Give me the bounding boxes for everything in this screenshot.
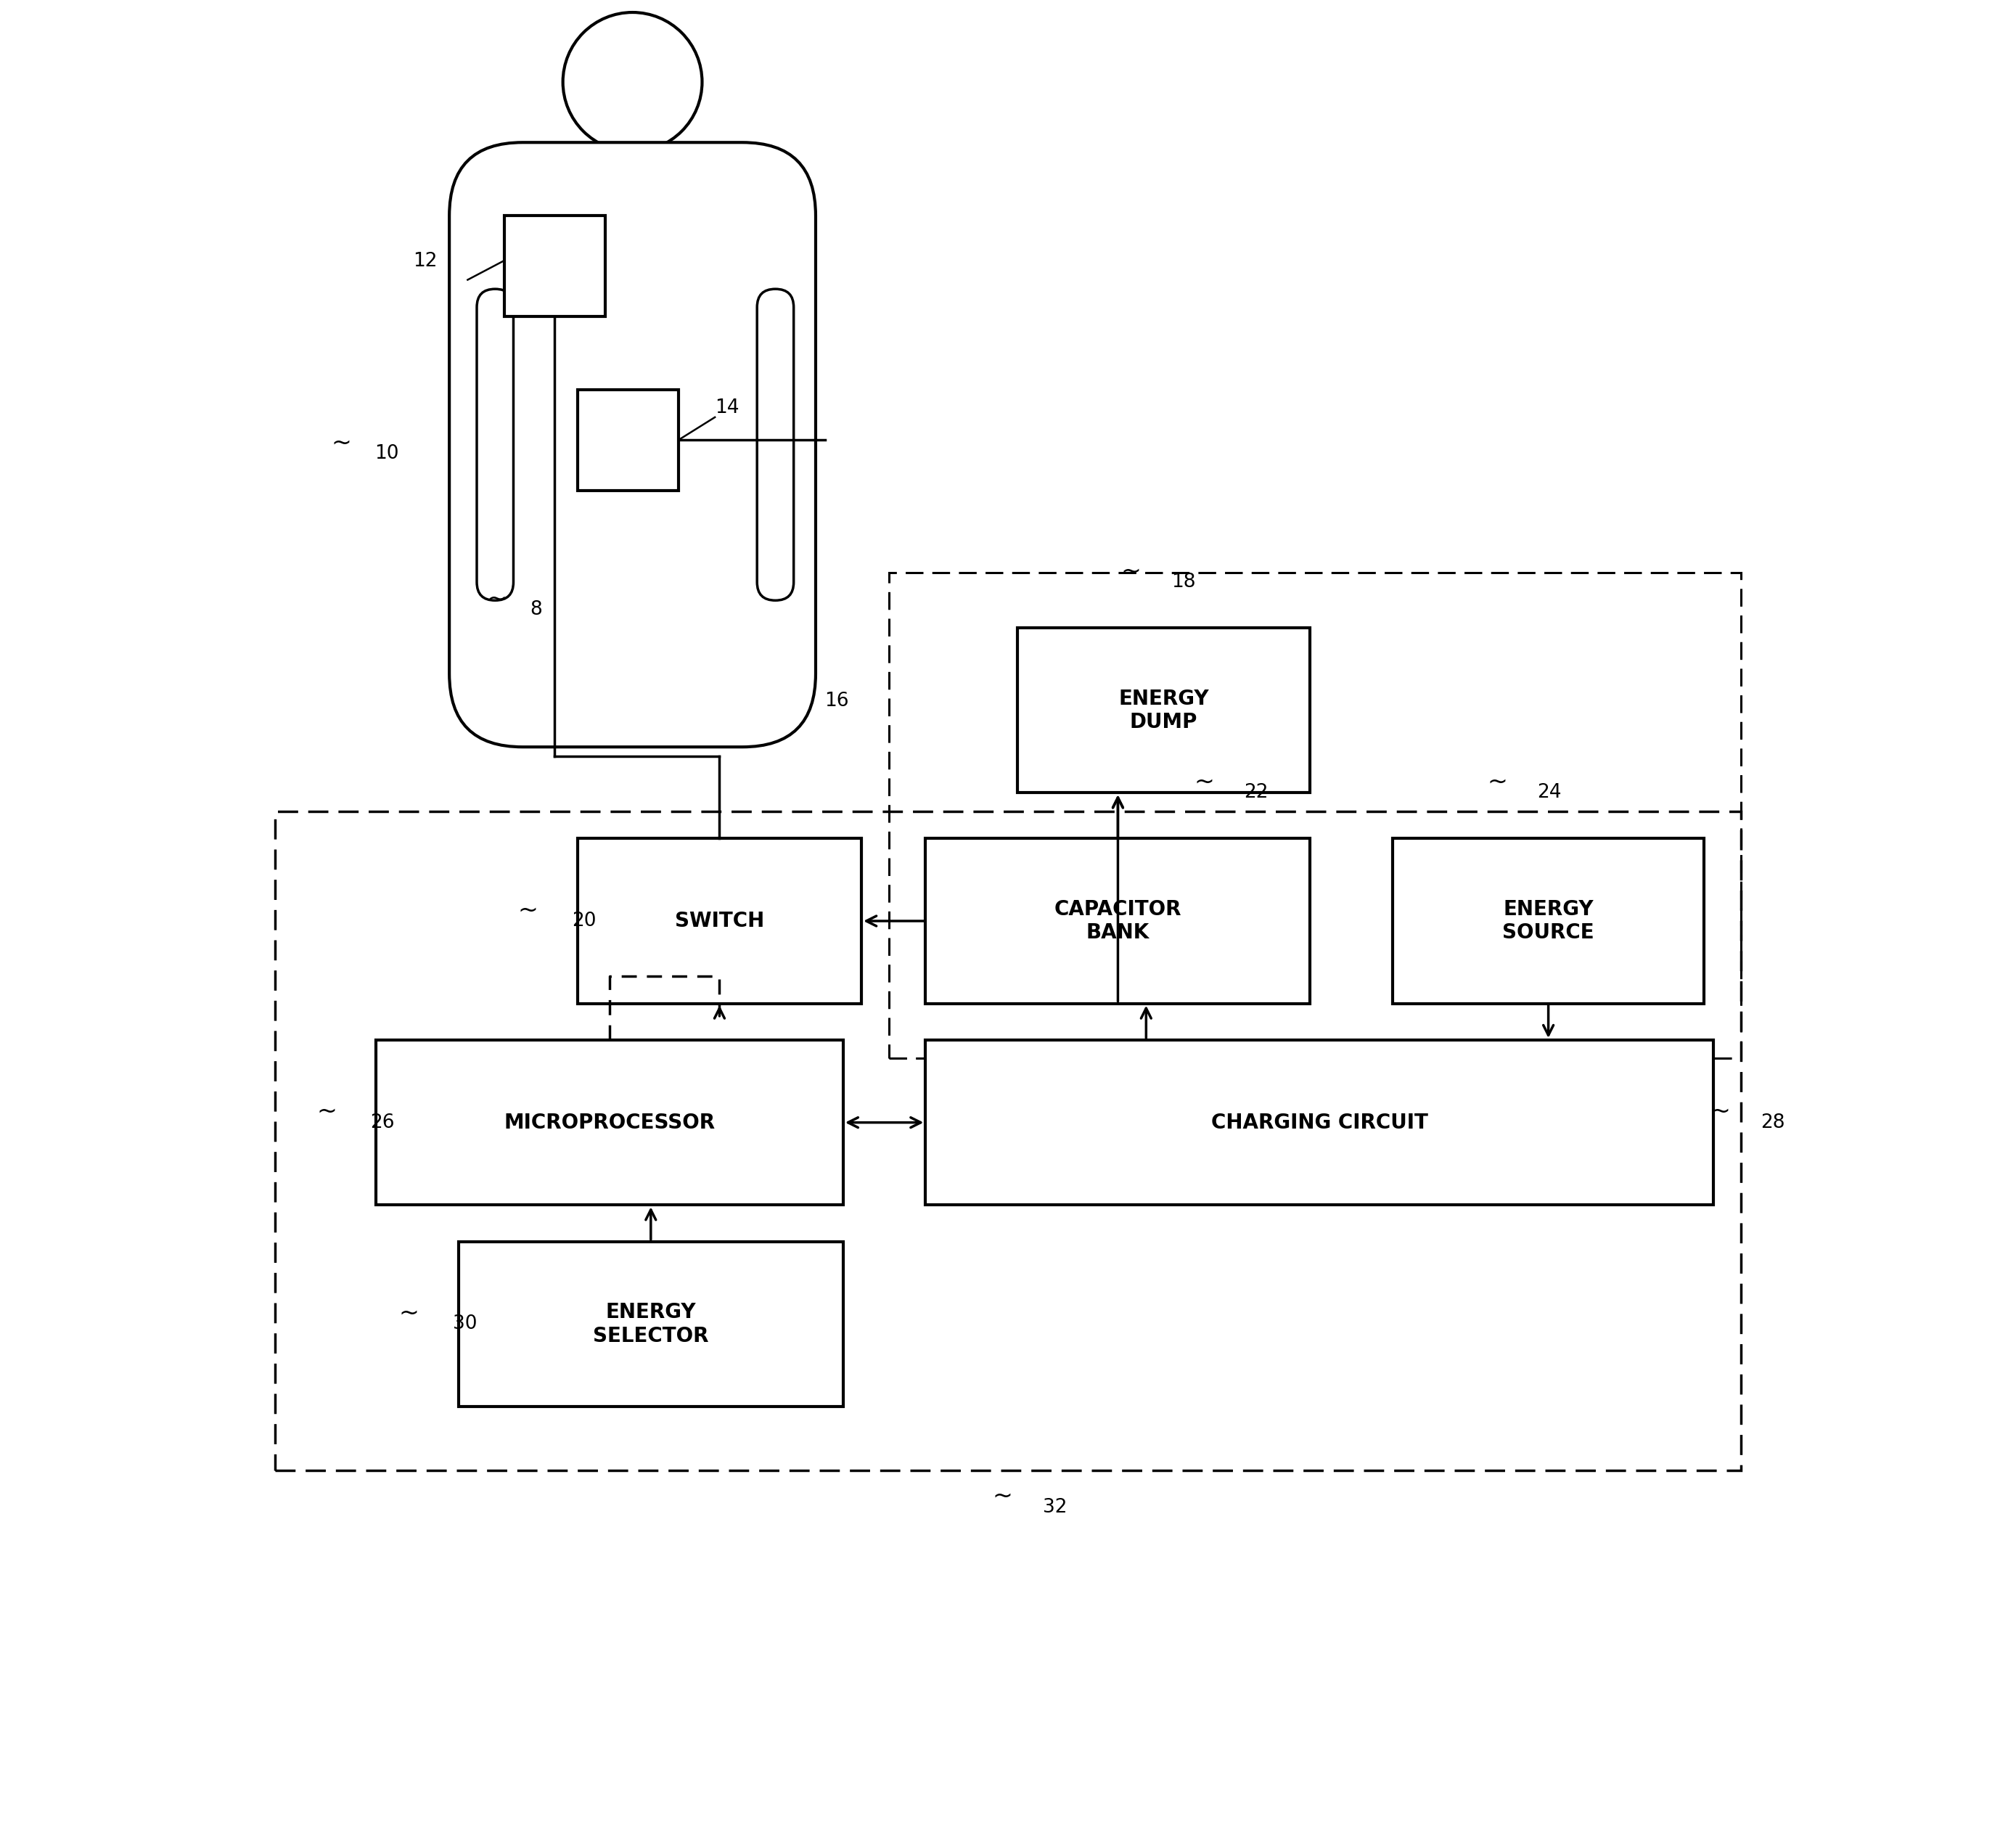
Text: 26: 26	[371, 1113, 395, 1133]
Text: CHARGING CIRCUIT: CHARGING CIRCUIT	[1212, 1113, 1427, 1133]
Text: ENERGY
SOURCE: ENERGY SOURCE	[1502, 899, 1595, 943]
Bar	[577, 391, 677, 490]
Bar	[1393, 838, 1704, 1004]
Text: ~: ~	[518, 899, 538, 923]
Text: ~: ~	[1193, 770, 1214, 794]
Text: 20: 20	[573, 912, 597, 930]
Text: ~: ~	[486, 586, 508, 610]
Text: ~: ~	[317, 1100, 337, 1124]
Text: 30: 30	[454, 1315, 478, 1334]
Text: 16: 16	[825, 693, 849, 711]
Bar	[577, 838, 861, 1004]
Text: ~: ~	[399, 1300, 419, 1324]
Text: ~: ~	[1121, 560, 1141, 584]
Text: ~: ~	[1710, 1100, 1730, 1124]
Text: 8: 8	[530, 600, 542, 619]
Text: 28: 28	[1760, 1113, 1784, 1133]
Bar	[504, 216, 605, 317]
Text: MICROPROCESSOR: MICROPROCESSOR	[504, 1113, 716, 1133]
Bar	[1018, 628, 1310, 792]
Text: 22: 22	[1244, 783, 1268, 803]
Text: SWITCH: SWITCH	[675, 910, 764, 932]
Text: 14: 14	[716, 398, 740, 418]
Circle shape	[562, 13, 702, 151]
Bar	[276, 810, 1740, 1470]
Text: 32: 32	[1042, 1498, 1066, 1516]
FancyBboxPatch shape	[758, 289, 794, 600]
Text: ~: ~	[331, 431, 351, 455]
Text: 18: 18	[1171, 573, 1195, 591]
Text: 10: 10	[375, 444, 399, 464]
Text: CAPACITOR
BANK: CAPACITOR BANK	[1054, 899, 1181, 943]
Bar	[458, 1242, 843, 1407]
Bar	[925, 1041, 1714, 1205]
FancyBboxPatch shape	[478, 289, 514, 600]
Text: ENERGY
DUMP: ENERGY DUMP	[1119, 689, 1210, 733]
Bar	[925, 838, 1310, 1004]
Text: 12: 12	[413, 252, 437, 271]
Bar	[377, 1041, 843, 1205]
Text: ~: ~	[1488, 770, 1508, 794]
Text: ENERGY
SELECTOR: ENERGY SELECTOR	[593, 1302, 710, 1347]
Text: 24: 24	[1538, 783, 1562, 803]
Text: ~: ~	[992, 1485, 1012, 1509]
Bar	[889, 573, 1740, 1059]
FancyBboxPatch shape	[450, 142, 816, 748]
